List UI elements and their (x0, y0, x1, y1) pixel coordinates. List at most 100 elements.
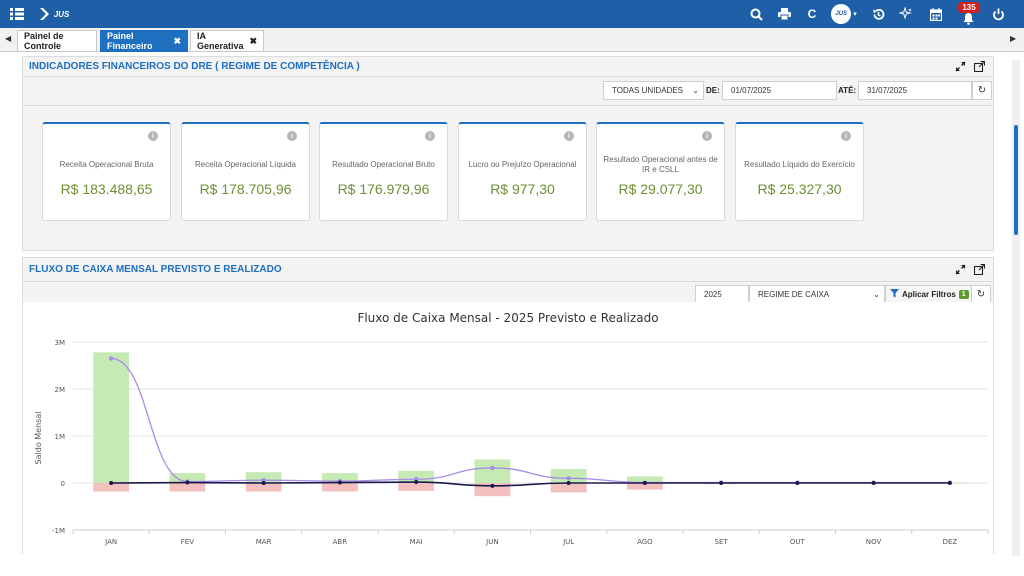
tab-painel-financeiro[interactable]: Painel Financeiro ✖ (100, 30, 188, 52)
kpi-value: R$ 977,30 (490, 181, 555, 197)
chart-point-realized (261, 481, 266, 485)
chart-x-tick-label: JAN (104, 538, 117, 546)
info-icon[interactable]: i (564, 131, 574, 141)
external-link-icon[interactable] (973, 262, 986, 280)
to-date-field[interactable]: 31/07/2025 (858, 81, 972, 100)
expand-icon[interactable] (955, 262, 966, 280)
regime-select-value: REGIME DE CAIXA (758, 290, 830, 299)
chart-x-tick-label: AGO (637, 538, 653, 546)
apply-filters-label: Aplicar Filtros (902, 290, 956, 299)
tab-label: IA Generativa (197, 31, 244, 51)
info-icon[interactable]: i (425, 131, 435, 141)
logo-mark-icon (39, 8, 49, 20)
chart-bar-positive (245, 472, 282, 483)
print-icon[interactable] (776, 4, 792, 24)
tab-label: Painel de Controle (24, 31, 64, 51)
chart-x-tick-label: JUN (485, 538, 498, 546)
kpi-card: i Receita Operacional Bruta R$ 183.488,6… (42, 122, 171, 221)
to-date-value: 31/07/2025 (867, 86, 908, 95)
avatar[interactable]: JUS ▾ (829, 4, 859, 24)
kpi-label: Resultado Operacional Bruto (332, 160, 435, 170)
chart-point-realized (337, 480, 342, 485)
notification-badge: 135 (958, 2, 980, 13)
panel-divider (23, 105, 993, 106)
chart-point-forecast (413, 477, 419, 482)
scrollbar-thumb[interactable] (1014, 125, 1018, 235)
info-icon[interactable]: i (148, 131, 158, 141)
info-icon[interactable]: i (702, 131, 712, 141)
refresh-icon: ↻ (977, 85, 987, 96)
chart-x-tick-label: FEV (181, 538, 194, 546)
chart-point-realized (566, 481, 571, 485)
app-logo[interactable]: JUS (34, 4, 74, 24)
chart-line-forecast (111, 357, 950, 484)
kpi-card: i Resultado Operacional Bruto R$ 176.979… (319, 122, 448, 221)
chart-bar-negative (245, 483, 282, 492)
chart-svg: Fluxo de Caixa Mensal - 2025 Previsto e … (34, 311, 989, 546)
page-scrollbar[interactable] (1012, 60, 1020, 556)
close-icon[interactable]: ✖ (249, 35, 258, 46)
info-icon[interactable]: i (841, 131, 851, 141)
history-icon[interactable] (870, 4, 886, 24)
tab-label: Painel Financeiro (107, 31, 153, 51)
chart-bar-positive (169, 473, 206, 483)
chart-bar-positive (550, 468, 587, 483)
chart-point-forecast (490, 465, 495, 471)
tabs-next-icon[interactable]: ▶ (1010, 34, 1017, 43)
from-date-field[interactable]: 01/07/2025 (722, 81, 837, 100)
kpi-value: R$ 176.979,96 (337, 181, 430, 197)
chart-point-forecast (108, 356, 114, 361)
chart-bar-negative (169, 483, 206, 492)
bell-icon[interactable] (959, 8, 977, 28)
search-icon[interactable] (748, 4, 764, 24)
chart-bar-negative (93, 483, 130, 492)
chart-x-tick-label: ABR (333, 538, 348, 546)
chart-point-realized (947, 481, 952, 485)
external-link-icon[interactable] (973, 59, 986, 77)
refresh-icon: ↻ (976, 289, 986, 300)
calendar-icon[interactable] (928, 4, 944, 24)
tab-painel-de-controle[interactable]: Painel de Controle (17, 30, 97, 52)
chart-point-realized (719, 481, 724, 485)
chart-y-axis-label: Saldo Mensal (34, 412, 43, 465)
tabs-bar: ◀ Painel de Controle Painel Financeiro ✖… (0, 28, 1024, 52)
chart-bar-positive (398, 470, 435, 483)
filter-count-badge: 1 (958, 290, 969, 299)
kpi-card: i Receita Operacional Líquida R$ 178.705… (181, 122, 310, 221)
unit-select[interactable]: TODAS UNIDADES ⌄ (603, 81, 704, 100)
kpi-label: Receita Operacional Líquida (195, 160, 296, 170)
chevron-down-icon: ⌄ (873, 290, 880, 299)
chart-x-tick-label: JUL (562, 538, 574, 546)
panel-divider (23, 281, 993, 282)
menu-grid-icon[interactable] (8, 4, 26, 24)
chart-title: Fluxo de Caixa Mensal - 2025 Previsto e … (357, 311, 658, 325)
chart-point-realized (490, 483, 495, 488)
refresh-button[interactable]: ↻ (972, 81, 992, 100)
power-icon[interactable] (990, 4, 1006, 24)
chart-point-realized (414, 480, 419, 485)
from-label: DE: (706, 86, 720, 95)
kpi-card: i Resultado Operacional antes de IR e CS… (596, 122, 725, 221)
chart-bar-positive (626, 476, 663, 483)
tabs-prev-icon[interactable]: ◀ (5, 34, 12, 43)
tab-ia-generativa[interactable]: IA Generativa ✖ (190, 30, 264, 52)
panel-actions (955, 59, 986, 77)
close-icon[interactable]: ✖ (173, 35, 181, 46)
info-icon[interactable]: i (287, 131, 297, 141)
unit-select-value: TODAS UNIDADES (612, 86, 683, 95)
chart-point-realized (795, 481, 800, 485)
kpi-label: Lucro ou Prejuízo Operacional (468, 160, 577, 170)
regime-select[interactable]: REGIME DE CAIXA ⌄ (749, 285, 885, 304)
top-bar: JUS C JUS ▾ 135 (0, 0, 1024, 28)
chart-point-realized (185, 480, 190, 485)
chart-bar-negative (626, 483, 663, 490)
chart-y-tick-label: 2M (55, 386, 66, 394)
expand-icon[interactable] (955, 59, 966, 77)
avatar-text: JUS (831, 4, 852, 24)
c-icon[interactable]: C (807, 7, 817, 21)
kpi-value: R$ 29.077,30 (618, 181, 703, 197)
kpi-label: Resultado Operacional antes de IR e CSLL (603, 155, 718, 174)
sparkle-icon[interactable] (898, 4, 914, 24)
chart-bar-positive (93, 352, 130, 483)
